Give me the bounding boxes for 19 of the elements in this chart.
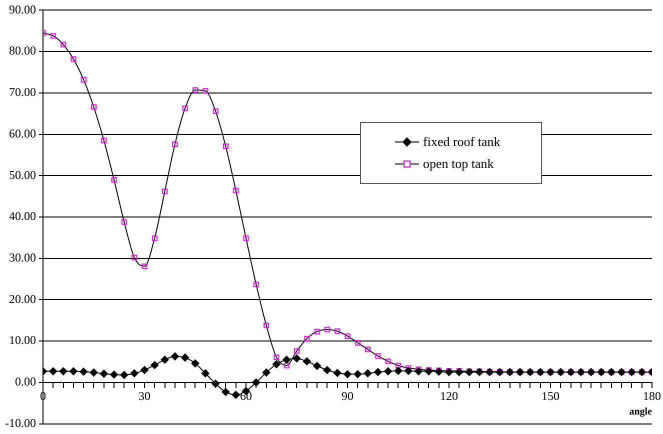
- x-tick-label: 150: [542, 388, 560, 403]
- y-tick-label: 60.00: [8, 126, 36, 140]
- y-tick-label: 50.00: [8, 168, 36, 182]
- x-tick-label: 90: [342, 388, 354, 403]
- y-tick-label: -10.00: [4, 416, 36, 430]
- legend-label: open top tank: [423, 156, 494, 172]
- legend-label: fixed roof tank: [423, 134, 500, 150]
- y-tick-label: 90.00: [8, 2, 36, 16]
- x-tick-label: 120: [440, 388, 458, 403]
- x-tick-label: 30: [138, 388, 150, 403]
- y-tick-label: 70.00: [8, 85, 36, 100]
- x-axis-title: angle: [629, 406, 653, 418]
- y-tick-label: 10.00: [8, 333, 36, 348]
- x-tick-label: 180: [643, 388, 661, 403]
- y-tick-label: 30.00: [8, 250, 36, 265]
- y-tick-label: 80.00: [8, 44, 36, 58]
- y-tick-label: 40.00: [8, 209, 36, 224]
- y-tick-label: 20.00: [8, 292, 36, 306]
- y-tick-label: 0.00: [14, 374, 36, 389]
